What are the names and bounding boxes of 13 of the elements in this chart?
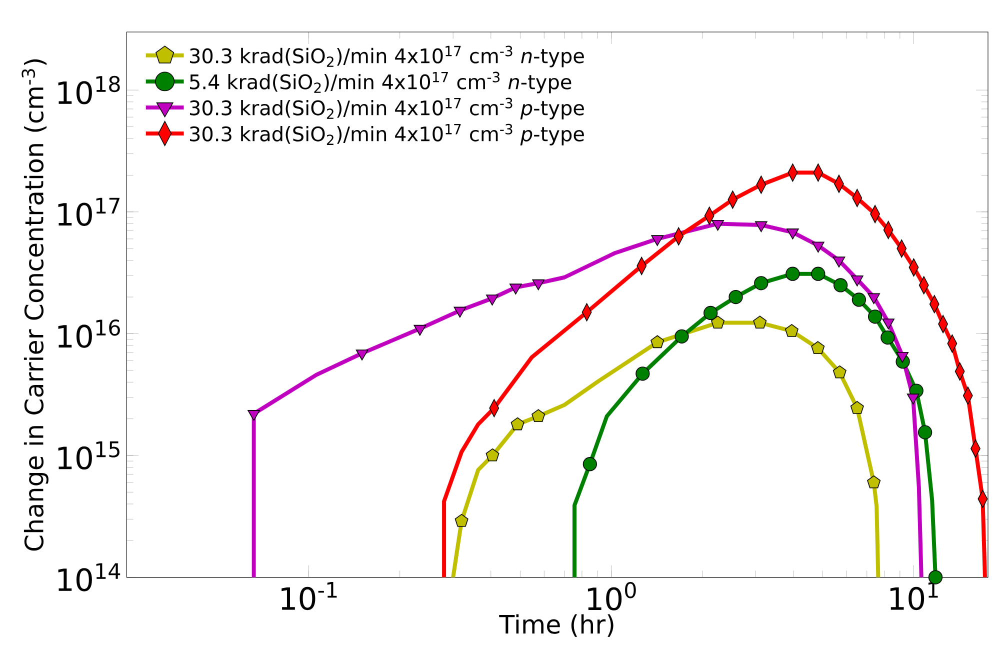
x-tick-label: 10$^{-1}$	[282, 582, 337, 610]
legend-label: 30.3 krad(SiO$_{2}$)/min 4x10$^{17}$ cm$^{-3}$ p-type	[190, 124, 584, 146]
x-tick-label: 10$^{0}$	[588, 582, 636, 610]
y-tick-label: 10$^{14}$	[58, 563, 120, 592]
legend-label: 5.4 krad(SiO$_{2}$)/min 4x10$^{17}$ cm$^{-3}$ n-type	[190, 72, 572, 94]
y-tick-label: 10$^{15}$	[58, 441, 120, 470]
legend-label: 30.3 krad(SiO$_{2}$)/min 4x10$^{17}$ cm$^{-3}$ n-type	[190, 46, 584, 68]
y-tick-label: 10$^{16}$	[58, 319, 120, 348]
y-axis-title: Change in Carrier Concentration (cm$^{-3}$)	[22, 59, 48, 551]
y-tick-label: 10$^{18}$	[58, 76, 120, 104]
y-tick-label: 10$^{17}$	[58, 198, 120, 226]
legend-label: 30.3 krad(SiO$_{2}$)/min 4x10$^{17}$ cm$^{-3}$ p-type	[190, 98, 584, 120]
x-axis-title: Time (hr)	[499, 614, 614, 637]
